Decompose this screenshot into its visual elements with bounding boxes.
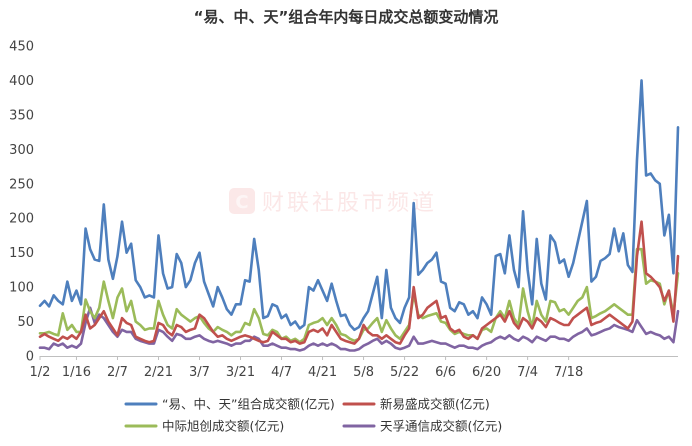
series-line-3 xyxy=(38,306,680,352)
y-axis: 0 50 100 150 200 250 300 350 400 450 xyxy=(9,40,34,365)
legend-label: 天孚通信成交额(亿元) xyxy=(380,419,502,434)
legend-label: 新易盛成交额(亿元) xyxy=(380,397,490,412)
x-tick-label: 7/18 xyxy=(554,365,583,380)
y-tick-label: 450 xyxy=(9,40,34,55)
x-tick-label: 5/22 xyxy=(390,365,419,380)
legend-item-1: 新易盛成交额(亿元) xyxy=(342,397,490,412)
y-tick-label: 400 xyxy=(9,74,34,89)
chart-title: “易、中、天”组合年内每日成交总额变动情况 xyxy=(194,8,499,26)
watermark: C 财联社股市频道 xyxy=(229,188,437,216)
watermark-logo xyxy=(229,188,255,214)
x-tick-label: 1/16 xyxy=(62,365,91,380)
legend-item-0: “易、中、天”组合成交额(亿元) xyxy=(124,397,335,412)
x-tick-label: 4/7 xyxy=(271,365,292,380)
legend: “易、中、天”组合成交额(亿元) 新易盛成交额(亿元) 中际旭创成交额(亿元) 天孚通… xyxy=(124,397,502,434)
x-tick-label: 3/7 xyxy=(189,365,210,380)
legend-label: 中际旭创成交额(亿元) xyxy=(162,419,284,434)
y-tick-label: 100 xyxy=(9,281,34,296)
x-tick-label: 2/7 xyxy=(107,365,128,380)
x-tick-label: 6/20 xyxy=(472,365,501,380)
watermark-logo-letter: C xyxy=(235,192,248,213)
series-line-0 xyxy=(38,79,680,332)
y-tick-label: 300 xyxy=(9,143,34,158)
series-lines xyxy=(38,79,680,352)
legend-label: “易、中、天”组合成交额(亿元) xyxy=(162,397,335,412)
x-axis: 1/2 1/16 2/7 2/21 3/7 3/21 4/7 4/21 5/8 5/22 6/6 6/… xyxy=(30,356,678,380)
y-tick-label: 200 xyxy=(9,212,34,227)
y-tick-label: 50 xyxy=(17,315,34,330)
watermark-text: 财联社股市频道 xyxy=(262,191,437,216)
x-tick-label: 2/21 xyxy=(144,365,173,380)
x-tick-label: 3/21 xyxy=(226,365,255,380)
x-tick-label: 7/4 xyxy=(517,365,538,380)
series-line-1 xyxy=(38,220,680,345)
legend-item-2: 中际旭创成交额(亿元) xyxy=(124,419,284,434)
x-tick-label: 1/2 xyxy=(30,365,51,380)
y-tick-label: 150 xyxy=(9,246,34,261)
legend-item-3: 天孚通信成交额(亿元) xyxy=(342,419,502,434)
x-tick-label: 5/8 xyxy=(353,365,374,380)
x-tick-label: 4/21 xyxy=(308,365,337,380)
y-tick-label: 250 xyxy=(9,177,34,192)
y-tick-label: 350 xyxy=(9,108,34,123)
y-tick-label: 0 xyxy=(26,350,34,365)
x-tick-label: 6/6 xyxy=(435,365,456,380)
